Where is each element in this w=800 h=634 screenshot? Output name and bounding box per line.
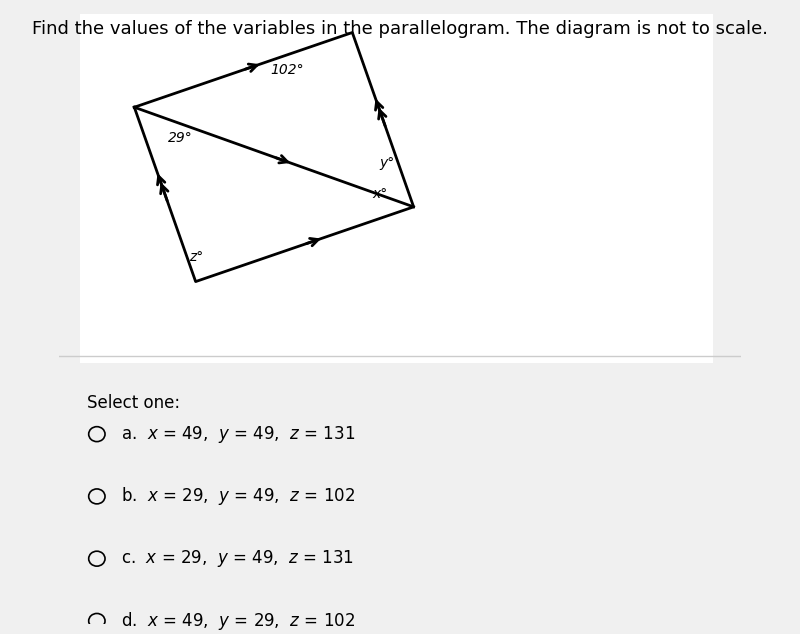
Text: x°: x° [373,188,388,202]
Text: a.  $x$ = 49,  $y$ = 49,  $z$ = 131: a. $x$ = 49, $y$ = 49, $z$ = 131 [121,424,355,444]
Text: 29°: 29° [168,131,193,145]
Text: d.  $x$ = 49,  $y$ = 29,  $z$ = 102: d. $x$ = 49, $y$ = 29, $z$ = 102 [121,610,355,632]
Text: z°: z° [189,250,203,264]
Text: 102°: 102° [270,63,304,77]
Text: y°: y° [379,157,395,171]
Text: b.  $x$ = 29,  $y$ = 49,  $z$ = 102: b. $x$ = 29, $y$ = 49, $z$ = 102 [121,486,355,507]
Text: Find the values of the variables in the parallelogram. The diagram is not to sca: Find the values of the variables in the … [32,20,768,38]
Text: Select one:: Select one: [86,394,180,411]
FancyBboxPatch shape [80,14,714,363]
Text: c.  $x$ = 29,  $y$ = 49,  $z$ = 131: c. $x$ = 29, $y$ = 49, $z$ = 131 [121,548,354,569]
